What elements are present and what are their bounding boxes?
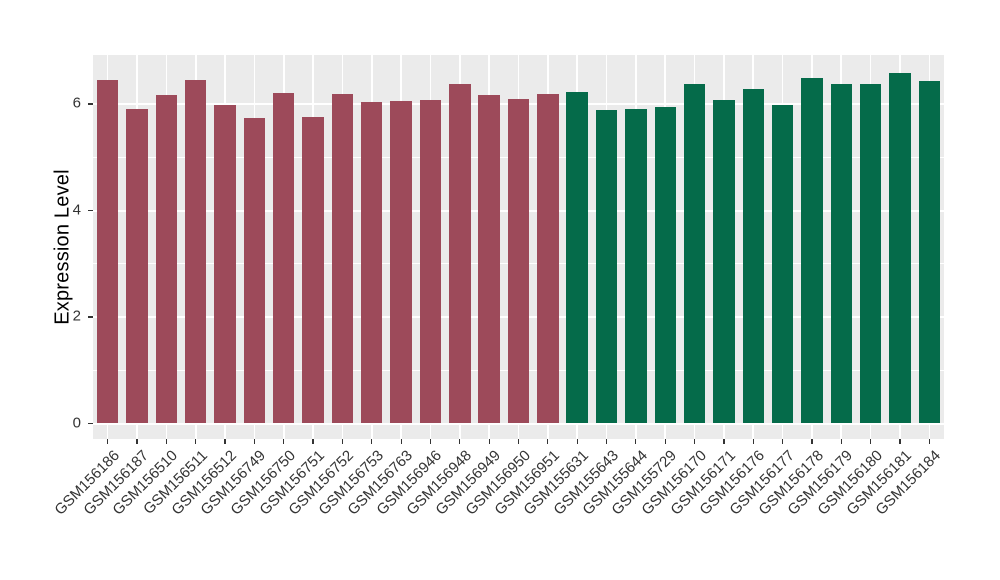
- x-axis-tick-mark: [165, 439, 167, 444]
- x-axis-tick-mark: [635, 439, 637, 444]
- bar: [361, 101, 383, 423]
- bar: [830, 83, 852, 423]
- bar: [331, 94, 354, 423]
- x-axis-tick-mark: [899, 439, 901, 444]
- x-axis-tick-mark: [195, 439, 197, 444]
- y-axis-tick-label: 4: [72, 201, 81, 219]
- bar: [654, 106, 676, 423]
- y-axis-tick-label: 6: [72, 94, 81, 112]
- x-axis-tick-mark: [517, 439, 520, 444]
- x-axis-tick-mark: [782, 439, 784, 444]
- bar: [478, 94, 500, 423]
- bar: [566, 91, 588, 423]
- x-axis-tick-mark: [371, 439, 373, 444]
- y-axis-tick-mark: [88, 423, 93, 425]
- bar: [243, 118, 266, 423]
- y-axis-tick-label: 2: [72, 307, 81, 325]
- bar: [214, 105, 236, 423]
- bar: [918, 81, 941, 423]
- bar: [537, 94, 559, 423]
- bar: [155, 94, 178, 423]
- bar: [713, 100, 735, 423]
- y-axis-tick-mark: [88, 103, 93, 105]
- bar: [859, 83, 882, 423]
- x-axis-tick-mark: [576, 439, 578, 444]
- bar: [595, 110, 618, 423]
- x-axis-tick-mark: [312, 439, 314, 444]
- bar: [184, 79, 207, 423]
- x-axis-tick-mark: [253, 439, 255, 444]
- bar: [96, 80, 119, 423]
- bar: [449, 83, 471, 423]
- x-axis-tick-mark: [723, 439, 725, 444]
- x-axis-tick-mark: [136, 439, 138, 444]
- x-axis-tick-mark: [488, 439, 490, 444]
- y-axis-tick-mark: [88, 316, 93, 318]
- y-axis-tick-mark: [88, 209, 93, 212]
- x-axis-tick-mark: [811, 439, 813, 444]
- x-axis-tick-mark: [605, 439, 608, 444]
- bar: [507, 99, 530, 423]
- bar: [390, 101, 412, 423]
- x-axis-tick-mark: [693, 439, 696, 444]
- x-axis-tick-mark: [107, 439, 109, 444]
- plot-panel: [93, 55, 944, 439]
- x-axis-tick-mark: [840, 439, 842, 444]
- y-axis-tick-label: 0: [72, 414, 81, 432]
- x-axis-tick-mark: [341, 439, 344, 444]
- bar: [742, 89, 764, 423]
- bar: [889, 72, 911, 423]
- x-axis-tick-mark: [400, 439, 402, 444]
- x-axis-tick-mark: [459, 439, 461, 444]
- x-axis-tick-mark: [429, 439, 432, 444]
- bar: [302, 117, 324, 423]
- bar: [625, 108, 647, 423]
- x-axis-tick-mark: [870, 439, 872, 444]
- x-axis-tick-mark: [283, 439, 285, 444]
- x-axis-tick-mark: [547, 439, 549, 444]
- bar: [683, 84, 706, 423]
- bar: [419, 99, 442, 423]
- bar: [126, 108, 148, 423]
- bar: [801, 78, 823, 423]
- x-axis-tick-mark: [928, 439, 930, 444]
- x-axis-tick-mark: [664, 439, 666, 444]
- x-axis-tick-mark: [224, 439, 226, 444]
- bar: [771, 104, 794, 423]
- x-axis-tick-mark: [752, 439, 754, 444]
- bar: [273, 93, 295, 423]
- y-axis-tick-labels: 0 2 4 6: [0, 0, 93, 580]
